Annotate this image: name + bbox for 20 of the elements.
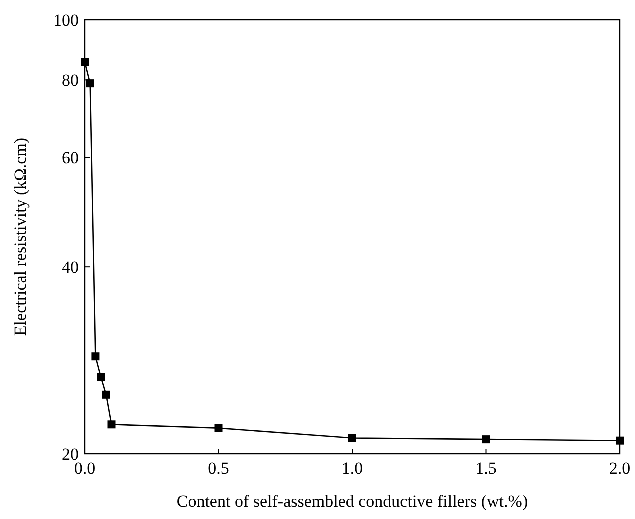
point — [97, 373, 106, 382]
point — [102, 390, 110, 399]
point — [81, 58, 89, 66]
y-tick-label: 100 — [54, 10, 79, 30]
point — [108, 420, 116, 429]
point — [92, 352, 100, 361]
point — [616, 436, 624, 445]
x-tick-label: 1.5 — [476, 459, 497, 478]
y-tick-label: 60 — [62, 148, 79, 168]
y-axis-title: Electrical resistivity (kΩ.cm) — [11, 138, 30, 336]
x-axis-title: Content of self-assembled conductive fillers (wt.%) — [176, 492, 528, 511]
y-tick-label: 40 — [62, 258, 79, 278]
point — [348, 434, 356, 442]
point — [214, 424, 223, 432]
x-tick-label: 0.5 — [208, 459, 230, 478]
x-tick-label: 2.0 — [609, 459, 631, 478]
point — [482, 436, 490, 444]
x-tick-label: 1.0 — [342, 459, 364, 478]
point — [86, 80, 94, 88]
y-tick-label: 80 — [62, 71, 79, 90]
